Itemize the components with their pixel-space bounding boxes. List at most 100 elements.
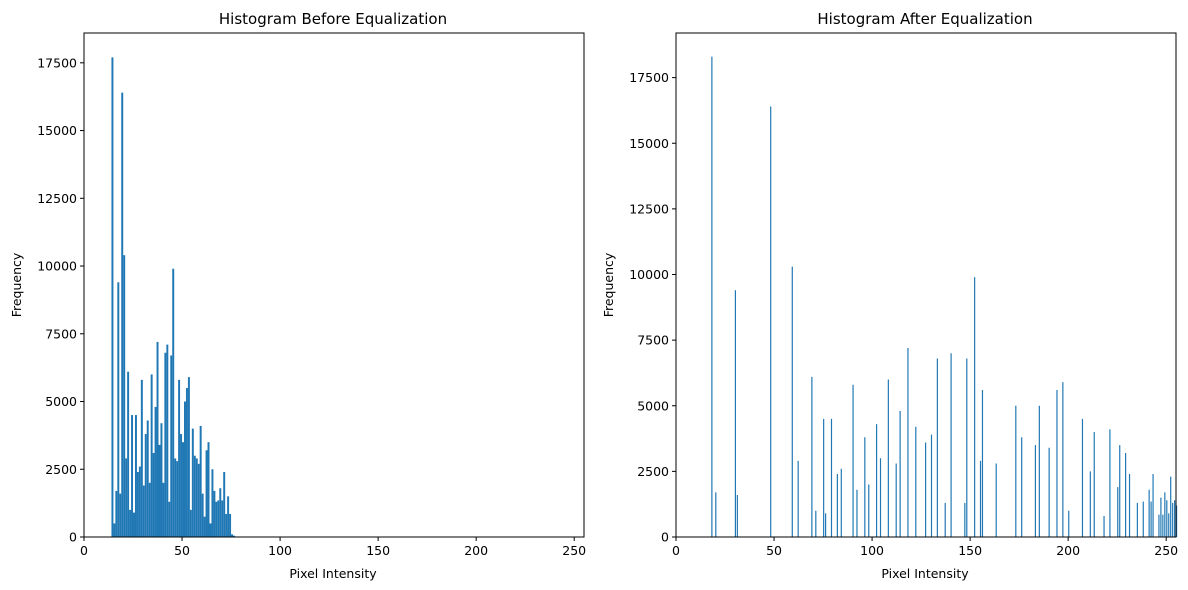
histogram-bar xyxy=(225,513,228,537)
histogram-bar xyxy=(1168,513,1170,538)
histogram-bar xyxy=(1109,429,1111,538)
histogram-bar xyxy=(131,415,134,537)
histogram-bar xyxy=(172,268,175,537)
histogram-bar xyxy=(219,488,222,537)
histogram-bar xyxy=(125,458,128,537)
histogram-bar xyxy=(1015,405,1017,537)
histogram-bar xyxy=(201,493,204,537)
histogram-bar xyxy=(1093,432,1095,537)
histogram-bar xyxy=(187,377,190,537)
y-axis-ticks: 0 2500 5000 7500 10000 12500 15000 17500 xyxy=(629,70,676,545)
x-tick-label: 50 xyxy=(766,543,782,558)
y-tick-label: 7500 xyxy=(45,326,77,341)
histogram-bar xyxy=(184,401,186,537)
histogram-bar xyxy=(146,420,149,537)
histogram-bar xyxy=(966,358,968,537)
histogram-bar xyxy=(185,387,188,537)
histogram-bar xyxy=(1174,500,1176,537)
histogram-bar xyxy=(1128,474,1131,537)
histogram-bar xyxy=(868,484,870,537)
histogram-bar xyxy=(231,534,234,537)
histogram-bar xyxy=(178,379,181,537)
x-axis-ticks: 0 50 100 150 200 250 xyxy=(672,537,1178,558)
x-axis-label: Pixel Intensity xyxy=(881,566,969,581)
y-tick-label: 7500 xyxy=(637,333,669,348)
histogram-bar xyxy=(148,482,151,537)
histogram-bar xyxy=(915,426,917,537)
histogram-bar xyxy=(223,471,226,537)
y-axis-ticks: 0 2500 5000 7500 10000 12500 15000 17500 xyxy=(37,55,84,545)
y-tick-label: 0 xyxy=(661,530,669,545)
histogram-bar xyxy=(207,442,210,537)
histogram-bar xyxy=(1034,445,1036,538)
x-tick-label: 200 xyxy=(1056,543,1080,558)
histogram-bar xyxy=(979,460,982,538)
histogram-bar xyxy=(1162,514,1164,537)
histogram-bar xyxy=(121,92,124,538)
panel-before-equalization: Histogram Before Equalization 0 50 100 150 2… xyxy=(9,10,586,581)
histogram-bar xyxy=(1038,405,1040,537)
histogram-bar xyxy=(1021,437,1023,537)
histogram-bar xyxy=(830,418,833,538)
histogram-bar xyxy=(797,460,799,538)
panel-after-equalization: Histogram After Equalization 0 50 100 150 20… xyxy=(601,10,1178,581)
histogram-bar xyxy=(195,458,198,537)
histogram-bar xyxy=(1056,390,1058,537)
histogram-bar xyxy=(197,463,200,537)
x-tick-label: 50 xyxy=(174,543,190,558)
histogram-bar xyxy=(876,424,878,538)
histogram-bar xyxy=(166,344,169,537)
histogram-bar xyxy=(123,255,126,537)
plot-frame xyxy=(83,32,585,538)
histogram-bar xyxy=(119,493,122,537)
x-tick-label: 100 xyxy=(860,543,884,558)
histogram-bar xyxy=(823,418,825,538)
histogram-bar xyxy=(1160,497,1162,538)
histogram-bar xyxy=(113,523,116,537)
histogram-bar xyxy=(1166,500,1168,537)
histogram-bar xyxy=(152,453,155,537)
histogram-bar xyxy=(856,489,858,537)
histogram-bar xyxy=(852,384,854,537)
histogram-bar xyxy=(1103,516,1105,537)
histogram-bar xyxy=(974,277,976,538)
histogram-bar xyxy=(1068,510,1070,537)
x-tick-label: 100 xyxy=(268,543,292,558)
y-tick-label: 5000 xyxy=(45,394,77,409)
histogram-bar xyxy=(168,501,171,537)
histogram-bar xyxy=(191,428,194,537)
histogram-bar xyxy=(907,348,909,537)
histogram-bar xyxy=(1172,502,1174,538)
y-tick-label: 17500 xyxy=(629,70,669,85)
histogram-bar xyxy=(1062,382,1064,538)
histogram-bar xyxy=(213,490,216,537)
histogram-bar xyxy=(142,485,145,537)
histogram-bar xyxy=(1119,445,1121,538)
histogram-bar xyxy=(1164,492,1166,538)
histogram-bar xyxy=(791,266,793,538)
histogram-bar xyxy=(770,106,772,537)
histogram-bar xyxy=(1089,471,1091,538)
x-axis-label: Pixel Intensity xyxy=(289,566,377,581)
histogram-bar xyxy=(936,358,938,537)
histogram-bar xyxy=(825,513,827,538)
histogram-bar xyxy=(215,501,218,537)
histogram-bar xyxy=(981,390,984,537)
x-tick-label: 250 xyxy=(1154,543,1178,558)
histogram-bar xyxy=(133,512,135,537)
histogram-bar xyxy=(170,355,173,537)
histogram-bar xyxy=(111,57,114,537)
x-tick-label: 150 xyxy=(958,543,982,558)
histogram-bar xyxy=(1170,476,1172,538)
histogram-bar xyxy=(1142,501,1144,537)
x-tick-label: 250 xyxy=(562,543,586,558)
histogram-bar xyxy=(879,458,882,537)
histogram-bar xyxy=(811,376,813,538)
histogram-bar xyxy=(1048,447,1050,537)
histogram-bar xyxy=(193,455,196,537)
histogram-bar xyxy=(1117,487,1119,538)
histogram-bar xyxy=(815,510,817,537)
histogram-bar xyxy=(138,466,141,537)
chart-title: Histogram Before Equalization xyxy=(219,10,447,28)
